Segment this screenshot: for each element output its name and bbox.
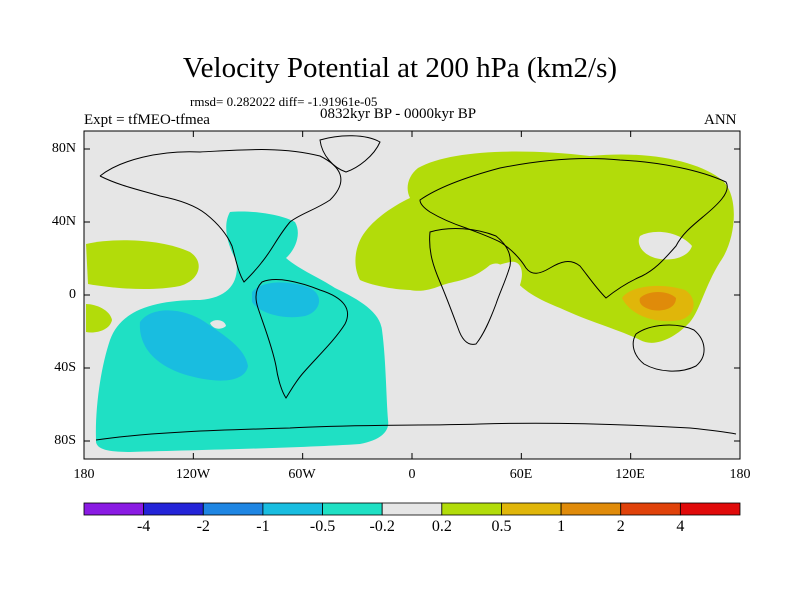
- lat-label-40n: 40N: [51, 214, 76, 229]
- lat-label-80n: 80N: [51, 141, 76, 156]
- lon-label-180w: 180: [73, 467, 95, 482]
- lon-label-60w: 60W: [288, 467, 316, 482]
- coastlines: [95, 135, 737, 441]
- lat-label-80s: 80S: [54, 433, 76, 448]
- colorbar-label: 0.5: [491, 518, 512, 535]
- coast-north-america: [99, 149, 342, 283]
- neutral-spot-atlantic: [210, 320, 226, 329]
- colorbar-swatch: [381, 502, 443, 516]
- negative-region-amazon: [252, 282, 320, 318]
- colorbar-swatch: [83, 502, 145, 516]
- coast-eurasia: [419, 157, 728, 299]
- colorbar-swatch: [560, 502, 622, 516]
- map-title: Velocity Potential at 200 hPa (km2/s): [182, 52, 618, 84]
- coast-australia: [632, 324, 705, 372]
- coast-greenland: [319, 135, 381, 173]
- lat-label-40s: 40S: [54, 360, 76, 375]
- colorbar-swatch: [143, 502, 204, 516]
- colorbar-swatch: [441, 502, 502, 516]
- coast-south-america: [255, 279, 349, 399]
- lon-label-120e: 120E: [615, 467, 645, 482]
- colorbar-label: 1: [557, 518, 566, 535]
- positive-region-pacific-south: [86, 304, 112, 333]
- colorbar-swatch: [501, 502, 562, 516]
- colorbar-label: -4: [136, 518, 151, 535]
- season-label: ANN: [704, 112, 737, 128]
- lon-label-0: 0: [408, 467, 416, 482]
- coast-antarctica: [95, 422, 737, 441]
- colorbar-label: -0.2: [369, 518, 395, 535]
- experiment-label: Expt = tfMEO-tfmea: [84, 112, 210, 128]
- lon-label-180e: 180: [729, 467, 751, 482]
- colorbar-swatch: [679, 502, 741, 516]
- neutral-region-pacific-west: [638, 231, 692, 260]
- positive-region-east-pacific: [86, 240, 199, 290]
- axis-ticks: [83, 131, 741, 459]
- coast-africa: [429, 228, 511, 345]
- colorbar-swatch: [620, 502, 681, 516]
- period-label: 0832kyr BP - 0000kyr BP: [320, 106, 477, 122]
- colorbar-swatch: [202, 502, 264, 516]
- neutral-region-africa: [431, 261, 522, 352]
- colorbar-label: -1: [256, 518, 270, 535]
- colorbar: [83, 502, 741, 516]
- stats-line: rmsd= 0.282022 diff= -1.91961e-05: [190, 94, 378, 109]
- colorbar-swatch: [322, 502, 383, 516]
- negative-region-americas: [95, 211, 389, 452]
- lat-label-eq: 0: [69, 287, 76, 302]
- lon-label-120w: 120W: [175, 467, 211, 482]
- colorbar-label: 2: [616, 518, 625, 535]
- colorbar-swatch: [262, 502, 323, 516]
- lon-label-60e: 60E: [509, 467, 533, 482]
- field-shading: [86, 151, 734, 452]
- colorbar-label: -0.5: [309, 518, 336, 535]
- colorbar-label: -2: [196, 518, 210, 535]
- negative-region-south-pacific: [139, 310, 248, 381]
- colorbar-label: 4: [676, 518, 685, 535]
- positive-core-maritime: [639, 292, 676, 311]
- colorbar-label: 0.2: [431, 518, 452, 535]
